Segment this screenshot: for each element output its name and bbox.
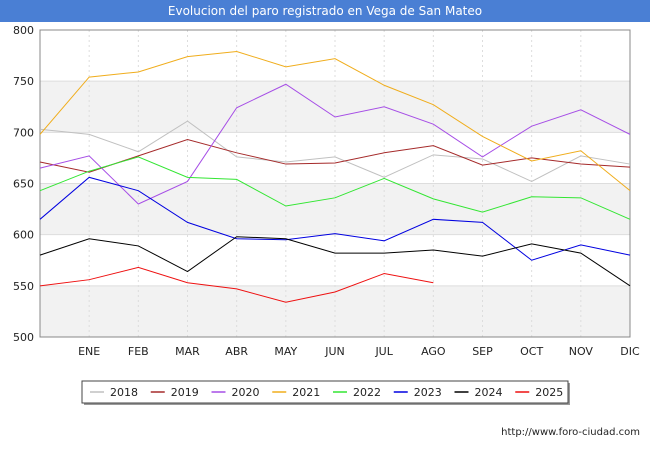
x-tick-label: FEB: [128, 345, 149, 358]
y-tick-label: 550: [13, 280, 34, 293]
y-tick-label: 750: [13, 75, 34, 88]
x-tick-label: DIC: [620, 345, 640, 358]
x-tick-label: AGO: [421, 345, 446, 358]
series-line-2022: [39, 156, 631, 220]
y-tick-label: 700: [13, 126, 34, 139]
y-tick-label: 800: [13, 24, 34, 37]
x-tick-label: ABR: [225, 345, 248, 358]
legend-box: [81, 380, 569, 404]
y-tick-label: 600: [13, 229, 34, 242]
plot-frame: [39, 29, 631, 338]
legend-label-2025: 2025: [535, 386, 563, 399]
y-tick-label: 650: [13, 178, 34, 191]
legend-label-2021: 2021: [292, 386, 320, 399]
x-tick-label: JUN: [324, 345, 345, 358]
series-line-2019: [39, 138, 631, 173]
legend-label-2019: 2019: [171, 386, 199, 399]
series-line-2024: [39, 236, 631, 287]
series-line-2021: [39, 50, 631, 192]
y-tick-label: 500: [13, 331, 34, 344]
x-tick-label: MAY: [274, 345, 297, 358]
chart-title: Evolucion del paro registrado en Vega de…: [0, 0, 650, 22]
legend: 2018 2019 2020 2021 2022 2023 2024 2025: [81, 380, 570, 405]
series-line-2020: [39, 83, 631, 205]
source-link[interactable]: http://www.foro-ciudad.com: [501, 427, 640, 438]
axes: 500 550 600 650 700 750 800 ENE FEB MAR ABR MAY JUN J…: [13, 24, 640, 358]
x-tick-label: ENE: [78, 345, 100, 358]
legend-label-2022: 2022: [353, 386, 381, 399]
x-tick-label: NOV: [569, 345, 594, 358]
x-tick-label: MAR: [175, 345, 200, 358]
x-tick-label: OCT: [520, 345, 543, 358]
x-tick-label: JUL: [374, 345, 393, 358]
legend-label-2023: 2023: [414, 386, 442, 399]
legend-label-2020: 2020: [232, 386, 260, 399]
x-tick-label: SEP: [472, 345, 493, 358]
series-line-2025: [39, 266, 434, 303]
legend-label-2024: 2024: [475, 386, 503, 399]
legend-label-2018: 2018: [110, 386, 138, 399]
series-line-2023: [39, 176, 631, 261]
series-lines: [39, 50, 631, 303]
series-line-2018: [39, 120, 631, 183]
